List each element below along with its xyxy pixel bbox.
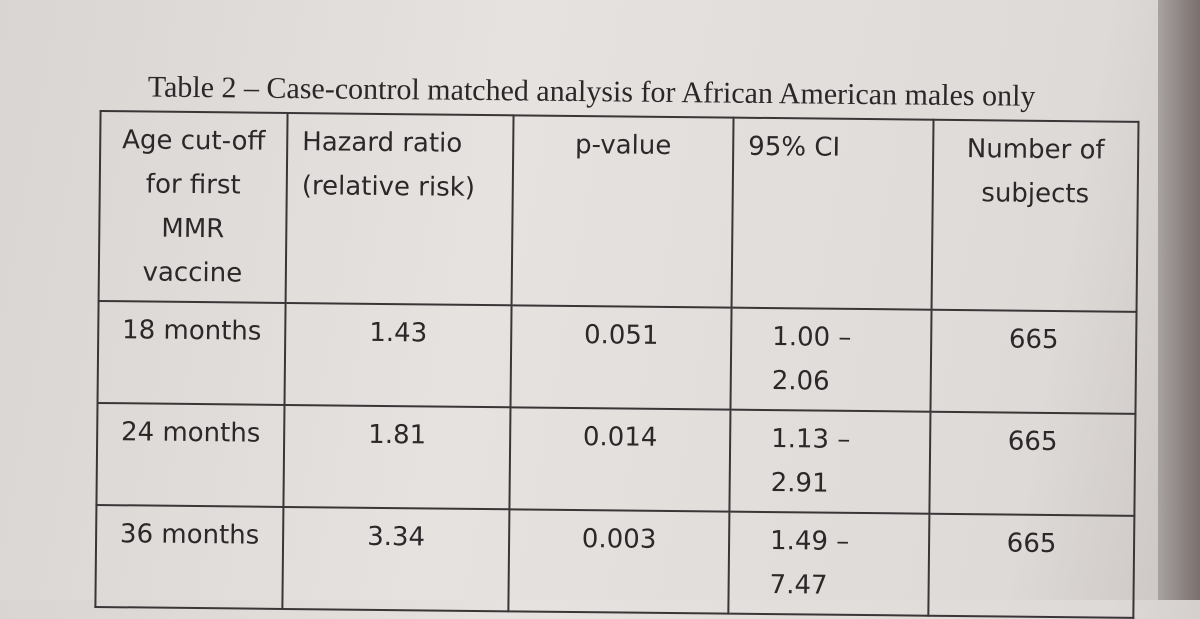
table-cell: 665: [928, 513, 1135, 618]
table-cell: 0.051: [510, 305, 732, 410]
table-body: 18 months 1.43 0.051 1.00 – 2.06 665 24 month…: [95, 300, 1137, 618]
page-edge: [1158, 0, 1200, 600]
table-cell: 1.81: [283, 404, 511, 510]
table-cell: 0.014: [509, 407, 731, 512]
header-row: Age cut-off for first MMR vaccine Hazard …: [98, 111, 1139, 312]
document: Table 2 – Case-control matched analysis …: [94, 70, 1145, 619]
table-cell: 3.34: [282, 506, 510, 612]
data-table: Age cut-off for first MMR vaccine Hazard …: [94, 110, 1139, 619]
table-cell: 1.13 – 2.91: [729, 409, 931, 514]
table-cell: 1.43: [284, 302, 512, 408]
table-row: 18 months 1.43 0.051 1.00 – 2.06 665: [97, 300, 1137, 414]
header-cell: Age cut-off for first MMR vaccine: [98, 111, 288, 303]
table-cell: 36 months: [95, 504, 284, 609]
table-cell: 0.003: [508, 509, 730, 614]
table-header: Age cut-off for first MMR vaccine Hazard …: [98, 111, 1139, 312]
header-cell: Hazard ratio (relative risk): [285, 112, 514, 306]
table-cell: 18 months: [97, 300, 286, 405]
header-cell: p-value: [511, 115, 734, 308]
table-cell: 24 months: [96, 402, 285, 507]
table-cell: 1.00 – 2.06: [730, 307, 932, 412]
header-cell: Number of subjects: [931, 119, 1139, 312]
table-title: Table 2 – Case-control matched analysis …: [147, 70, 1036, 113]
header-cell: 95% CI: [731, 117, 934, 310]
table-cell: 665: [929, 411, 1136, 516]
table-cell: 665: [930, 309, 1137, 414]
table-row: 24 months 1.81 0.014 1.13 – 2.91 665: [96, 402, 1136, 516]
table-cell: 1.49 – 7.47: [728, 511, 930, 616]
table-row: 36 months 3.34 0.003 1.49 – 7.47 665: [95, 504, 1135, 618]
